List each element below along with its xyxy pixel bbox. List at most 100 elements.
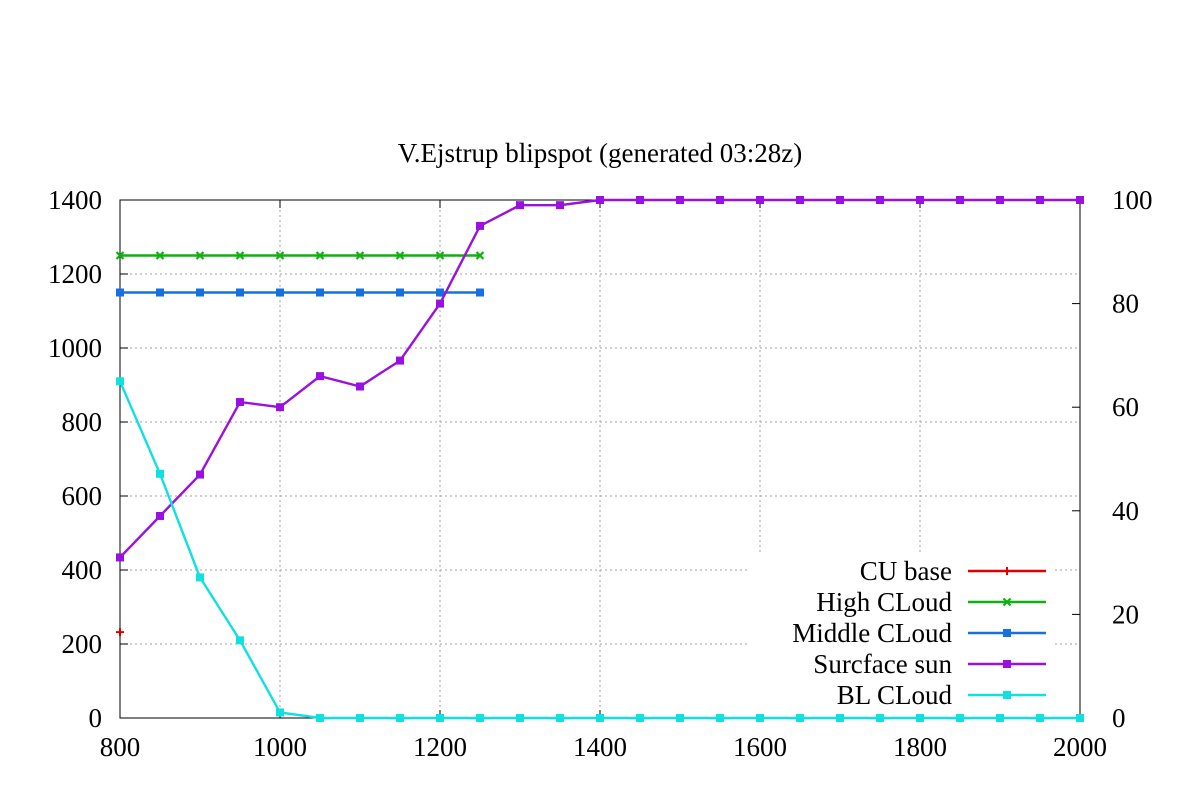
- data-point-surcface-sun: [716, 196, 724, 204]
- data-point-bl-cloud: [956, 714, 964, 722]
- data-point-bl-cloud: [916, 714, 924, 722]
- data-point-surcface-sun: [236, 398, 244, 407]
- x-tick-label: 2000: [1053, 732, 1107, 762]
- y-tick-label: 0: [89, 703, 103, 733]
- legend-label: High CLoud: [816, 587, 952, 617]
- data-point-surcface-sun: [156, 511, 164, 520]
- data-point-bl-cloud: [316, 714, 324, 722]
- data-point-surcface-sun: [796, 196, 804, 204]
- data-point-bl-cloud: [356, 714, 364, 722]
- x-tick-label: 1000: [253, 732, 307, 762]
- series-cu-base: [116, 628, 124, 637]
- data-point-bl-cloud: [836, 714, 844, 722]
- data-point-surcface-sun: [556, 201, 564, 210]
- x-tick-label: 800: [100, 732, 141, 762]
- y-tick-label: 1000: [48, 333, 102, 363]
- data-point-surcface-sun: [276, 403, 284, 412]
- data-point-cu-base: [116, 628, 124, 637]
- legend-label: Surcface sun: [813, 649, 952, 679]
- data-point-bl-cloud: [996, 714, 1004, 722]
- legend-label: CU base: [860, 556, 952, 586]
- y2-tick-label: 40: [1112, 496, 1139, 526]
- y-tick-label: 1400: [48, 185, 102, 215]
- x-tick-label: 1600: [733, 732, 787, 762]
- data-point-surcface-sun: [676, 196, 684, 204]
- data-point-high-cloud: [475, 251, 485, 260]
- x-tick-label: 1800: [893, 732, 947, 762]
- data-point-middle-cloud: [196, 288, 204, 297]
- data-point-bl-cloud: [236, 636, 244, 645]
- data-point-middle-cloud: [396, 288, 404, 297]
- data-point-middle-cloud: [436, 288, 444, 297]
- data-point-middle-cloud: [476, 288, 484, 297]
- y2-tick-label: 80: [1112, 289, 1139, 319]
- data-point-bl-cloud: [476, 714, 484, 722]
- y-tick-label: 800: [62, 407, 103, 437]
- data-point-surcface-sun: [436, 299, 444, 308]
- data-point-bl-cloud: [116, 377, 124, 386]
- y-tick-label: 200: [62, 629, 103, 659]
- y-tick-label: 400: [62, 555, 103, 585]
- legend-item-cu-base: CU base: [860, 556, 1046, 586]
- data-point-bl-cloud: [716, 714, 724, 722]
- data-point-surcface-sun: [1036, 196, 1044, 204]
- data-point-bl-cloud: [1076, 714, 1084, 722]
- series-layer: [115, 196, 1084, 722]
- data-point-high-cloud: [275, 251, 285, 260]
- y2-tick-label: 60: [1112, 392, 1139, 422]
- data-point-bl-cloud: [636, 714, 644, 722]
- data-point-bl-cloud: [876, 714, 884, 722]
- data-point-surcface-sun: [396, 356, 404, 365]
- data-point-bl-cloud: [516, 714, 524, 722]
- legend-item-high-cloud: High CLoud: [816, 587, 1046, 617]
- data-point-bl-cloud: [596, 714, 604, 722]
- data-point-surcface-sun: [876, 196, 884, 204]
- series-high-cloud: [115, 251, 485, 260]
- series-surcface-sun: [116, 196, 1084, 562]
- series-middle-cloud: [116, 288, 484, 297]
- data-point-bl-cloud: [756, 714, 764, 722]
- y2-tick-label: 100: [1112, 185, 1153, 215]
- x-tick-label: 1400: [573, 732, 627, 762]
- data-point-high-cloud: [315, 251, 325, 260]
- data-point-surcface-sun: [476, 221, 484, 230]
- data-point-middle-cloud: [316, 288, 324, 297]
- data-point-bl-cloud: [556, 714, 564, 722]
- data-point-bl-cloud: [156, 469, 164, 478]
- data-point-surcface-sun: [756, 196, 764, 204]
- legend-marker: [1002, 597, 1012, 607]
- series-bl-cloud: [116, 377, 1084, 722]
- data-point-bl-cloud: [196, 573, 204, 582]
- data-point-bl-cloud: [1036, 714, 1044, 722]
- data-point-surcface-sun: [116, 553, 124, 562]
- data-point-bl-cloud: [676, 714, 684, 722]
- data-point-surcface-sun: [1076, 196, 1084, 204]
- data-point-middle-cloud: [356, 288, 364, 297]
- data-point-surcface-sun: [996, 196, 1004, 204]
- data-point-high-cloud: [195, 251, 205, 260]
- y-tick-label: 600: [62, 481, 103, 511]
- data-point-surcface-sun: [196, 470, 204, 479]
- data-point-bl-cloud: [396, 714, 404, 722]
- chart-title: V.Ejstrup blipspot (generated 03:28z): [398, 138, 802, 168]
- series-line-surcface-sun: [119, 198, 1080, 559]
- data-point-high-cloud: [115, 251, 125, 260]
- data-point-surcface-sun: [316, 372, 324, 381]
- y-tick-label: 1200: [48, 259, 102, 289]
- data-point-surcface-sun: [356, 382, 364, 391]
- legend-label: Middle CLoud: [792, 618, 952, 648]
- data-point-surcface-sun: [596, 196, 604, 204]
- data-point-bl-cloud: [796, 714, 804, 722]
- x-tick-label: 1200: [413, 732, 467, 762]
- legend-item-middle-cloud: Middle CLoud: [792, 618, 1046, 648]
- data-point-middle-cloud: [116, 288, 124, 297]
- data-point-high-cloud: [355, 251, 365, 260]
- data-point-bl-cloud: [276, 708, 284, 717]
- y2-tick-label: 0: [1112, 703, 1126, 733]
- data-point-surcface-sun: [916, 196, 924, 204]
- data-point-middle-cloud: [276, 288, 284, 297]
- legend-item-bl-cloud: BL CLoud: [837, 680, 1046, 710]
- legend-marker: [1003, 629, 1011, 637]
